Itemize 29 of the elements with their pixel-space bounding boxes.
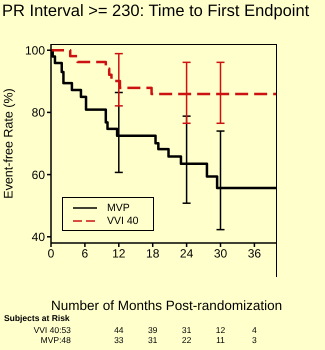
text: Subjects at Risk [4,313,70,323]
x-tick-label: 12 [112,246,126,261]
x-tick-label: 18 [146,246,160,261]
text: 44 [113,325,125,335]
x-tick-label: 0 [48,246,55,261]
text: VVI 40:53 [34,325,71,335]
legend-label: MVP [107,202,130,214]
text: 22 [180,335,192,345]
x-tick-label: 24 [180,246,194,261]
text: 12 [214,325,226,335]
y-tick-label: 60 [32,168,46,182]
text: 3 [251,335,258,345]
x-axis-title: Number of Months Post-randomization [51,298,282,313]
text: MVP:48 [40,335,71,345]
x-tick-label: 36 [248,246,262,261]
x-tick-label: 6 [82,246,89,261]
text: 4 [251,325,258,335]
y-axis-title: Event-free Rate (%) [1,88,16,199]
text: 33 [113,335,125,345]
chart-title: PR Interval >= 230: Time to First Endpoint [2,2,310,21]
y-tick-label: 100 [24,43,46,58]
text: 31 [146,335,158,345]
legend-label: VVI 40 [107,214,139,226]
x-tick-label: 30 [214,246,228,261]
y-tick-label: 40 [32,230,46,244]
text: 31 [180,325,192,335]
text: 39 [146,325,158,335]
y-tick-label: 80 [32,106,46,120]
text: 11 [215,335,226,345]
